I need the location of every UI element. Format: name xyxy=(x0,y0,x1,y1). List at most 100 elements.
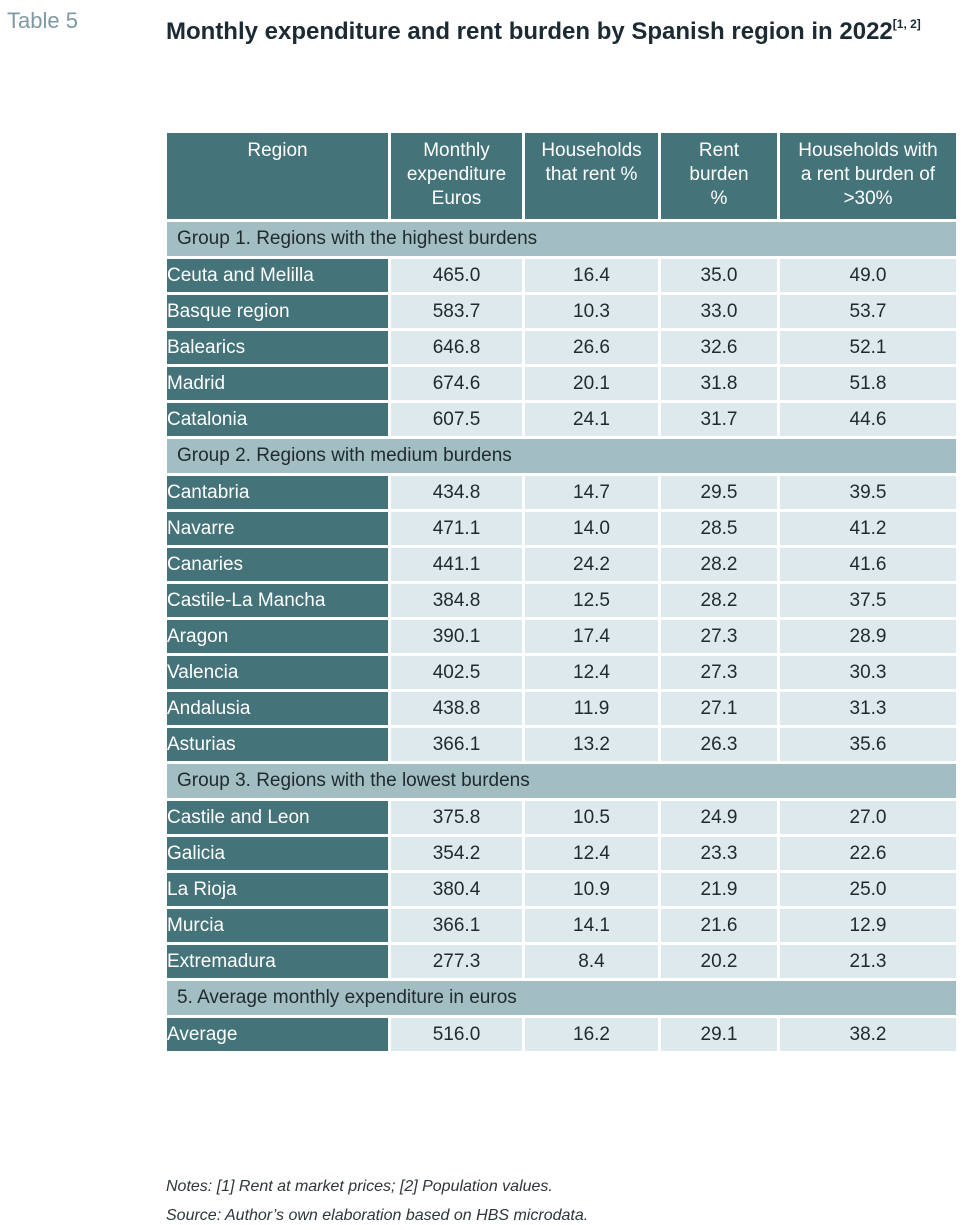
households-rent-cell: 17.4 xyxy=(522,617,661,656)
monthly-expenditure-cell: 646.8 xyxy=(388,328,525,367)
notes-block: Notes: [1] Rent at market prices; [2] Po… xyxy=(166,1172,588,1230)
households-rent-cell: 12.5 xyxy=(522,581,661,620)
rent-burden-cell: 27.3 xyxy=(658,653,780,692)
households-over-30-cell: 37.5 xyxy=(777,581,959,620)
table-row: Average 516.0 16.2 29.1 38.2 xyxy=(164,1015,959,1054)
table-row: Galicia 354.2 12.4 23.3 22.6 xyxy=(164,834,959,873)
households-rent-cell: 11.9 xyxy=(522,689,661,728)
region-cell: Castile-La Mancha xyxy=(164,581,391,620)
header-line: Region xyxy=(247,140,308,161)
households-over-30-cell: 12.9 xyxy=(777,906,959,945)
rent-burden-cell: 28.5 xyxy=(658,509,780,548)
rent-burden-cell: 32.6 xyxy=(658,328,780,367)
households-rent-cell: 13.2 xyxy=(522,725,661,764)
header-line: that rent % xyxy=(545,164,638,185)
group-header-row: Group 2. Regions with medium burdens xyxy=(164,436,959,476)
rent-burden-cell: 35.0 xyxy=(658,256,780,295)
monthly-expenditure-cell: 583.7 xyxy=(388,292,525,331)
households-over-30-cell: 22.6 xyxy=(777,834,959,873)
group-header-row: Group 1. Regions with the highest burden… xyxy=(164,219,959,259)
table-row: Catalonia 607.5 24.1 31.7 44.6 xyxy=(164,400,959,439)
group-title: Group 1. Regions with the highest burden… xyxy=(164,219,959,259)
header-line: Euros xyxy=(431,188,482,209)
households-rent-cell: 14.1 xyxy=(522,906,661,945)
header-line: Households xyxy=(541,140,642,161)
table-row: Ceuta and Melilla 465.0 16.4 35.0 49.0 xyxy=(164,256,959,295)
households-over-30-cell: 31.3 xyxy=(777,689,959,728)
rent-burden-cell: 29.5 xyxy=(658,473,780,512)
region-cell: Cantabria xyxy=(164,473,391,512)
table-body: Group 1. Regions with the highest burden… xyxy=(164,219,959,1054)
rent-burden-cell: 26.3 xyxy=(658,725,780,764)
table-row: Balearics 646.8 26.6 32.6 52.1 xyxy=(164,328,959,367)
monthly-expenditure-cell: 384.8 xyxy=(388,581,525,620)
households-over-30-cell: 52.1 xyxy=(777,328,959,367)
region-cell: Valencia xyxy=(164,653,391,692)
monthly-expenditure-cell: 375.8 xyxy=(388,798,525,837)
households-over-30-cell: 41.2 xyxy=(777,509,959,548)
households-over-30-cell: 38.2 xyxy=(777,1015,959,1054)
households-rent-cell: 16.2 xyxy=(522,1015,661,1054)
rent-burden-cell: 23.3 xyxy=(658,834,780,873)
group-title: 5. Average monthly expenditure in euros xyxy=(164,978,959,1018)
monthly-expenditure-cell: 674.6 xyxy=(388,364,525,403)
table-row: Canaries 441.1 24.2 28.2 41.6 xyxy=(164,545,959,584)
header-line: Rent xyxy=(698,140,740,161)
households-rent-cell: 10.5 xyxy=(522,798,661,837)
header-households-rent: Households that rent % xyxy=(522,130,661,222)
group-header-row: 5. Average monthly expenditure in euros xyxy=(164,978,959,1018)
households-over-30-cell: 44.6 xyxy=(777,400,959,439)
rent-burden-cell: 24.9 xyxy=(658,798,780,837)
rent-burden-cell: 21.6 xyxy=(658,906,780,945)
region-cell: Castile and Leon xyxy=(164,798,391,837)
rent-burden-cell: 29.1 xyxy=(658,1015,780,1054)
table-row: Madrid 674.6 20.1 31.8 51.8 xyxy=(164,364,959,403)
rent-burden-cell: 21.9 xyxy=(658,870,780,909)
households-rent-cell: 24.1 xyxy=(522,400,661,439)
table-row: Asturias 366.1 13.2 26.3 35.6 xyxy=(164,725,959,764)
households-rent-cell: 10.9 xyxy=(522,870,661,909)
households-over-30-cell: 35.6 xyxy=(777,725,959,764)
households-over-30-cell: 39.5 xyxy=(777,473,959,512)
group-title: Group 2. Regions with medium burdens xyxy=(164,436,959,476)
header-line: burden xyxy=(689,164,749,185)
header-line: a rent burden of xyxy=(800,164,936,185)
header-line: expenditure xyxy=(406,164,507,185)
households-rent-cell: 14.0 xyxy=(522,509,661,548)
header-row: Region Monthly expenditure Euros Households t… xyxy=(164,130,959,222)
rent-burden-cell: 31.7 xyxy=(658,400,780,439)
monthly-expenditure-cell: 277.3 xyxy=(388,942,525,981)
households-rent-cell: 8.4 xyxy=(522,942,661,981)
region-cell: Ceuta and Melilla xyxy=(164,256,391,295)
region-cell: Average xyxy=(164,1015,391,1054)
table-row: Castile-La Mancha 384.8 12.5 28.2 37.5 xyxy=(164,581,959,620)
households-rent-cell: 16.4 xyxy=(522,256,661,295)
notes-text: Notes: [1] Rent at market prices; [2] Po… xyxy=(166,1178,553,1195)
rent-burden-cell: 20.2 xyxy=(658,942,780,981)
monthly-expenditure-cell: 465.0 xyxy=(388,256,525,295)
table-row: Castile and Leon 375.8 10.5 24.9 27.0 xyxy=(164,798,959,837)
region-cell: Aragon xyxy=(164,617,391,656)
households-over-30-cell: 51.8 xyxy=(777,364,959,403)
region-cell: Madrid xyxy=(164,364,391,403)
header-rent-burden: Rent burden% xyxy=(658,130,780,222)
monthly-expenditure-cell: 366.1 xyxy=(388,906,525,945)
households-rent-cell: 24.2 xyxy=(522,545,661,584)
region-cell: Catalonia xyxy=(164,400,391,439)
households-over-30-cell: 27.0 xyxy=(777,798,959,837)
header-households-over-30: Households with a rent burden of >30% xyxy=(777,130,959,222)
monthly-expenditure-cell: 516.0 xyxy=(388,1015,525,1054)
region-cell: Galicia xyxy=(164,834,391,873)
households-over-30-cell: 41.6 xyxy=(777,545,959,584)
header-monthly-expenditure: Monthly expenditure Euros xyxy=(388,130,525,222)
households-over-30-cell: 53.7 xyxy=(777,292,959,331)
table-row: Andalusia 438.8 11.9 27.1 31.3 xyxy=(164,689,959,728)
monthly-expenditure-cell: 607.5 xyxy=(388,400,525,439)
title-footnote-marker: [1, 2] xyxy=(892,17,921,31)
monthly-expenditure-cell: 434.8 xyxy=(388,473,525,512)
header-line: >30% xyxy=(843,188,893,209)
monthly-expenditure-cell: 438.8 xyxy=(388,689,525,728)
group-title: Group 3. Regions with the lowest burdens xyxy=(164,761,959,801)
region-cell: Basque region xyxy=(164,292,391,331)
households-rent-cell: 12.4 xyxy=(522,653,661,692)
